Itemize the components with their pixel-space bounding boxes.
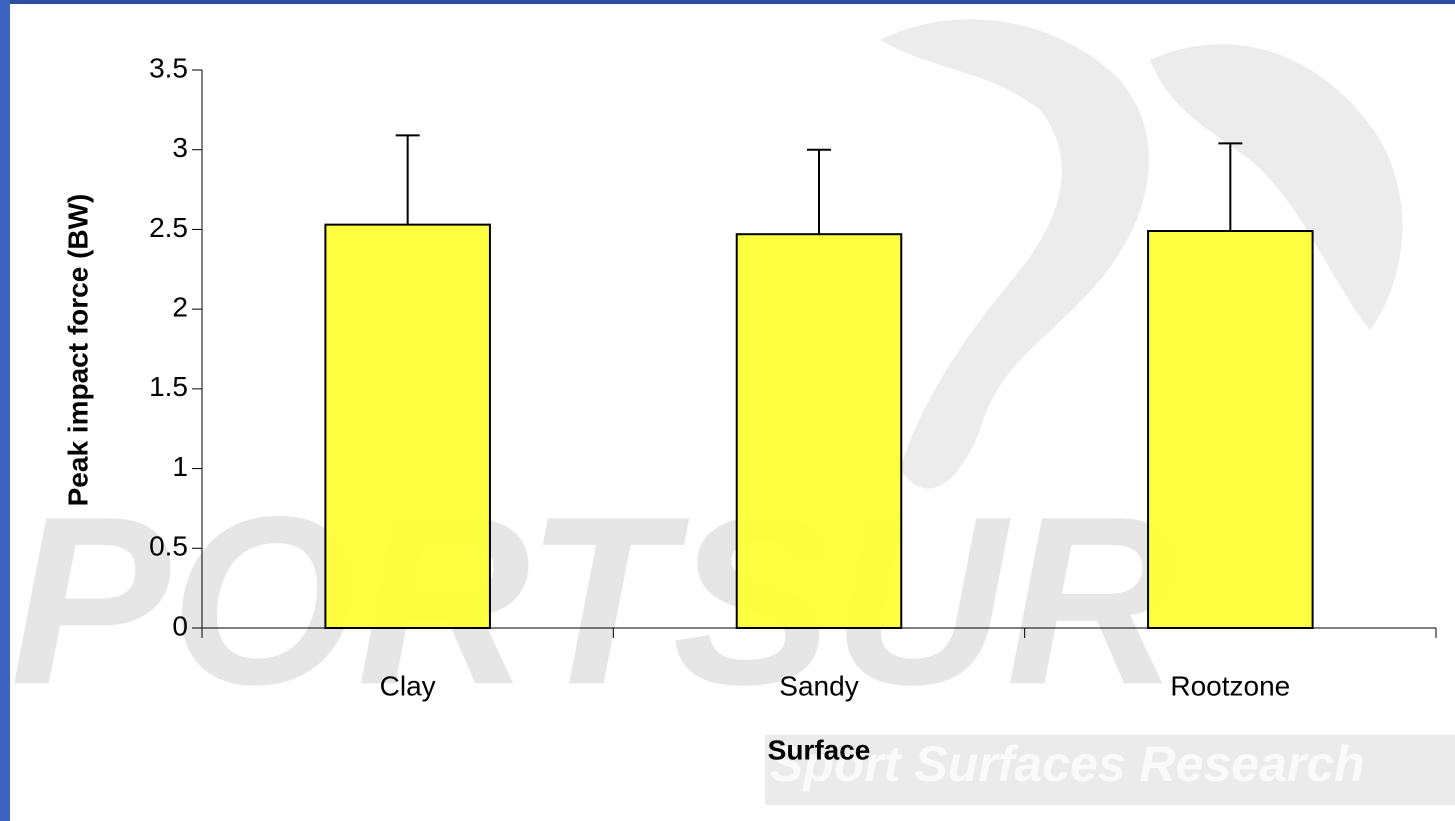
bar	[737, 234, 902, 628]
side-border	[0, 0, 10, 821]
x-tick-label: Rootzone	[1170, 670, 1290, 701]
page: {"chart_data": {"type": "bar", "x_label"…	[0, 0, 1455, 821]
x-axis-title: Surface	[768, 734, 871, 765]
chart: PORTSUR Sport Surfaces Research Peak imp…	[0, 0, 1455, 821]
top-border	[0, 0, 1455, 4]
x-tick-label: Sandy	[779, 670, 858, 701]
x-tick-label: Clay	[380, 670, 436, 701]
y-tick-label: 3.5	[149, 52, 188, 83]
y-tick-label: 1	[172, 451, 188, 482]
y-tick-label: 2	[172, 292, 188, 323]
y-tick-label: 2.5	[149, 212, 188, 243]
y-tick-label: 0.5	[149, 531, 188, 562]
y-tick-label: 0	[172, 610, 188, 641]
watermark: PORTSUR	[10, 466, 1179, 734]
watermark-figure	[880, 19, 1149, 488]
y-tick-label: 3	[172, 132, 188, 163]
y-tick-label: 1.5	[149, 371, 188, 402]
bar	[325, 225, 490, 628]
bar	[1148, 231, 1313, 628]
y-axis-title: Peak impact force (BW)	[62, 194, 93, 507]
